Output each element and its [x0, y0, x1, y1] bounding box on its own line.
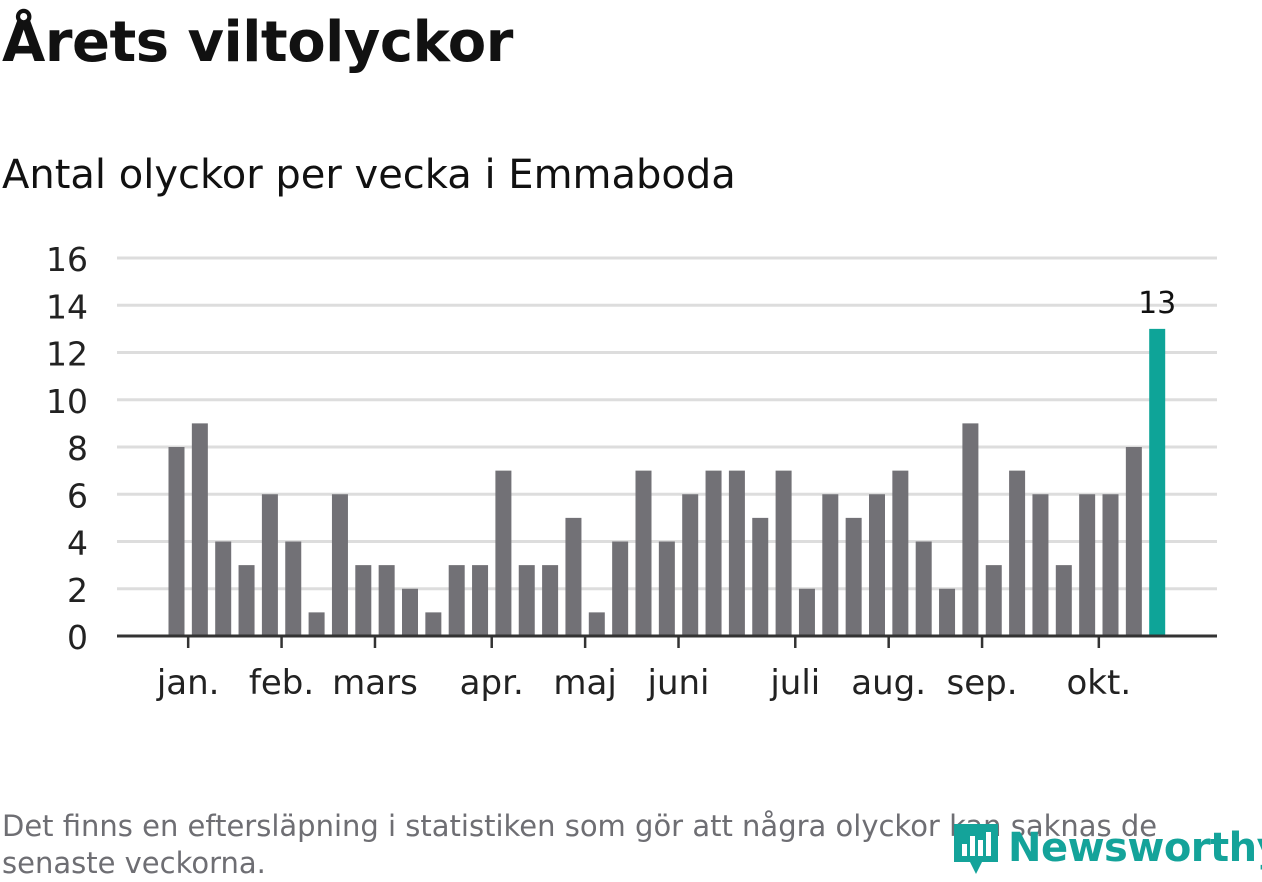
- bar: [285, 541, 302, 636]
- x-axis-ticks: jan. feb. mars apr. maj juni juli aug. sep. okt.: [156, 636, 1131, 703]
- bar: [658, 541, 675, 636]
- y-tick-label: 6: [67, 476, 88, 515]
- bar: [822, 494, 839, 636]
- bar: [1125, 447, 1142, 636]
- y-tick-label: 0: [67, 618, 88, 657]
- bar: [402, 588, 418, 636]
- bar: [1079, 494, 1096, 636]
- y-tick-label: 14: [46, 287, 88, 326]
- bar: [588, 612, 605, 636]
- highlight-bar: [1149, 328, 1166, 636]
- x-tick-label: apr.: [460, 663, 524, 703]
- bar: [331, 494, 348, 636]
- x-tick-label: mars: [332, 663, 418, 703]
- bar: [1102, 494, 1119, 636]
- bar: [378, 565, 395, 636]
- bar: [752, 517, 769, 636]
- x-tick-label: feb.: [249, 663, 314, 703]
- y-tick-label: 2: [67, 571, 88, 610]
- y-tick-label: 8: [67, 429, 88, 468]
- bar: [1055, 565, 1072, 636]
- y-tick-label: 4: [67, 524, 88, 563]
- y-axis-ticks: 0 2 4 6 8 10 14 16 12: [46, 240, 88, 657]
- bar: [635, 470, 652, 636]
- bar: [1032, 494, 1049, 636]
- bar: [705, 470, 722, 636]
- highlight-value-label: 13: [1138, 286, 1176, 321]
- bar: [682, 494, 699, 636]
- x-tick-label: aug.: [851, 663, 926, 703]
- x-tick-label: maj: [553, 663, 616, 703]
- bar: [985, 565, 1002, 636]
- bar-chart-pin-icon: [954, 824, 998, 874]
- bar: [869, 494, 885, 636]
- bar: [472, 565, 489, 636]
- x-tick-label: juli: [769, 663, 820, 703]
- bar: [191, 423, 208, 636]
- bar: [775, 470, 792, 636]
- bar: [845, 517, 862, 636]
- x-tick-label: sep.: [947, 663, 1018, 703]
- bar: [495, 470, 512, 636]
- bar: [728, 470, 745, 636]
- bar: [612, 541, 629, 636]
- newsworthy-logo: Newsworthy: [950, 818, 1262, 878]
- x-tick-label: okt.: [1067, 663, 1132, 703]
- bar: [939, 588, 956, 636]
- bar: [261, 494, 278, 636]
- bar: [308, 612, 325, 636]
- chart-title: Årets viltolyckor: [2, 10, 513, 75]
- bar: [1009, 470, 1026, 636]
- bar: [915, 541, 932, 636]
- bar: [798, 588, 815, 636]
- bar: [168, 447, 185, 636]
- bar: [215, 541, 232, 636]
- bar: [448, 565, 465, 636]
- bar: [565, 517, 582, 636]
- bar: [892, 470, 909, 636]
- bar: [518, 565, 535, 636]
- y-tick-label: 16: [46, 240, 88, 279]
- bar: [238, 565, 255, 636]
- bars: [168, 328, 1166, 636]
- x-tick-label: juni: [647, 663, 710, 703]
- bar: [542, 565, 559, 636]
- bar: [962, 423, 979, 636]
- brand-name: Newsworthy: [1008, 825, 1262, 871]
- data-labels: 13: [1138, 286, 1176, 321]
- chart-subtitle: Antal olyckor per vecka i Emmaboda: [2, 152, 736, 198]
- bar: [425, 612, 442, 636]
- grid-lines: [117, 256, 1217, 591]
- bar: [355, 565, 372, 636]
- y-tick-label: 12: [46, 335, 88, 374]
- x-tick-label: jan.: [156, 663, 220, 703]
- y-tick-label: 10: [46, 382, 88, 421]
